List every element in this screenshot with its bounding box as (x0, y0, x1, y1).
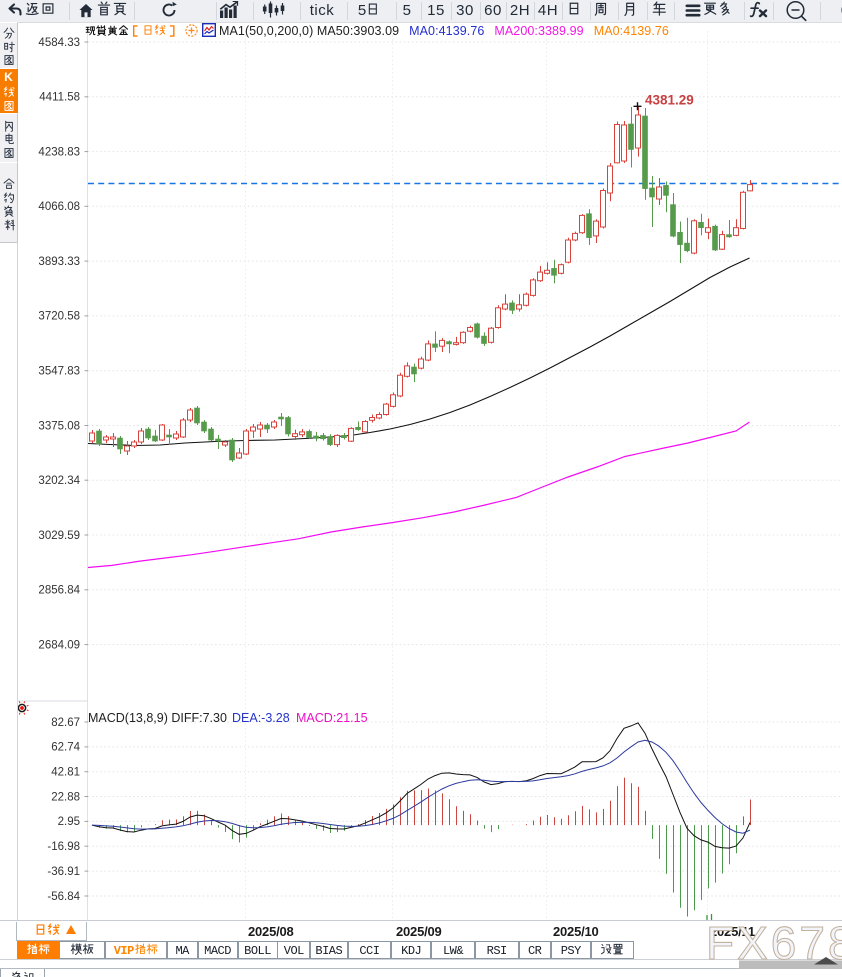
svg-text:42.81: 42.81 (51, 767, 80, 779)
svg-text:3202.34: 3202.34 (38, 475, 80, 487)
svg-text:4066.08: 4066.08 (38, 201, 80, 213)
svg-text:MACD:21.15: MACD:21.15 (296, 711, 368, 725)
svg-text:-16.98: -16.98 (47, 841, 80, 853)
svg-text:MACD(13,8,9) DIFF:7.30: MACD(13,8,9) DIFF:7.30 (88, 711, 227, 725)
svg-text:3029.59: 3029.59 (38, 530, 80, 542)
svg-text:-36.91: -36.91 (47, 866, 80, 878)
svg-text:DEA:-3.28: DEA:-3.28 (232, 711, 290, 725)
svg-text:-56.84: -56.84 (47, 891, 80, 903)
svg-text:3547.83: 3547.83 (38, 366, 80, 378)
svg-text:4238.83: 4238.83 (38, 146, 80, 158)
svg-text:2684.09: 2684.09 (38, 639, 80, 651)
svg-text:4584.33: 4584.33 (38, 37, 80, 49)
svg-text:4411.58: 4411.58 (39, 92, 80, 104)
svg-text:3720.58: 3720.58 (38, 311, 80, 323)
svg-text:22.88: 22.88 (51, 791, 80, 803)
svg-text:4381.29: 4381.29 (645, 93, 694, 108)
svg-text:62.74: 62.74 (51, 742, 80, 754)
svg-text:3893.33: 3893.33 (38, 256, 80, 268)
svg-text:2.95: 2.95 (58, 816, 80, 828)
svg-text:82.67: 82.67 (51, 717, 80, 729)
svg-text:2856.84: 2856.84 (38, 585, 80, 597)
svg-text:3375.08: 3375.08 (38, 420, 80, 432)
svg-text:FX678: FX678 (706, 917, 842, 969)
